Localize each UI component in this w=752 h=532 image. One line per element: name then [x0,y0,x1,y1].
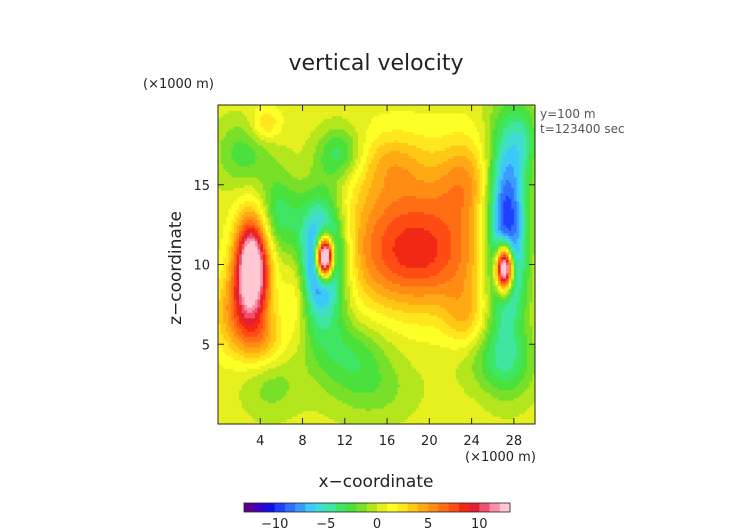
info-time-label: t=123400 sec [540,122,625,136]
chart-title: vertical velocity [288,51,463,76]
y-unit-label: (×1000 m) [143,77,214,92]
contour-field [218,105,535,424]
info-y-label: y=100 m [540,107,596,121]
plot-area [217,104,536,425]
